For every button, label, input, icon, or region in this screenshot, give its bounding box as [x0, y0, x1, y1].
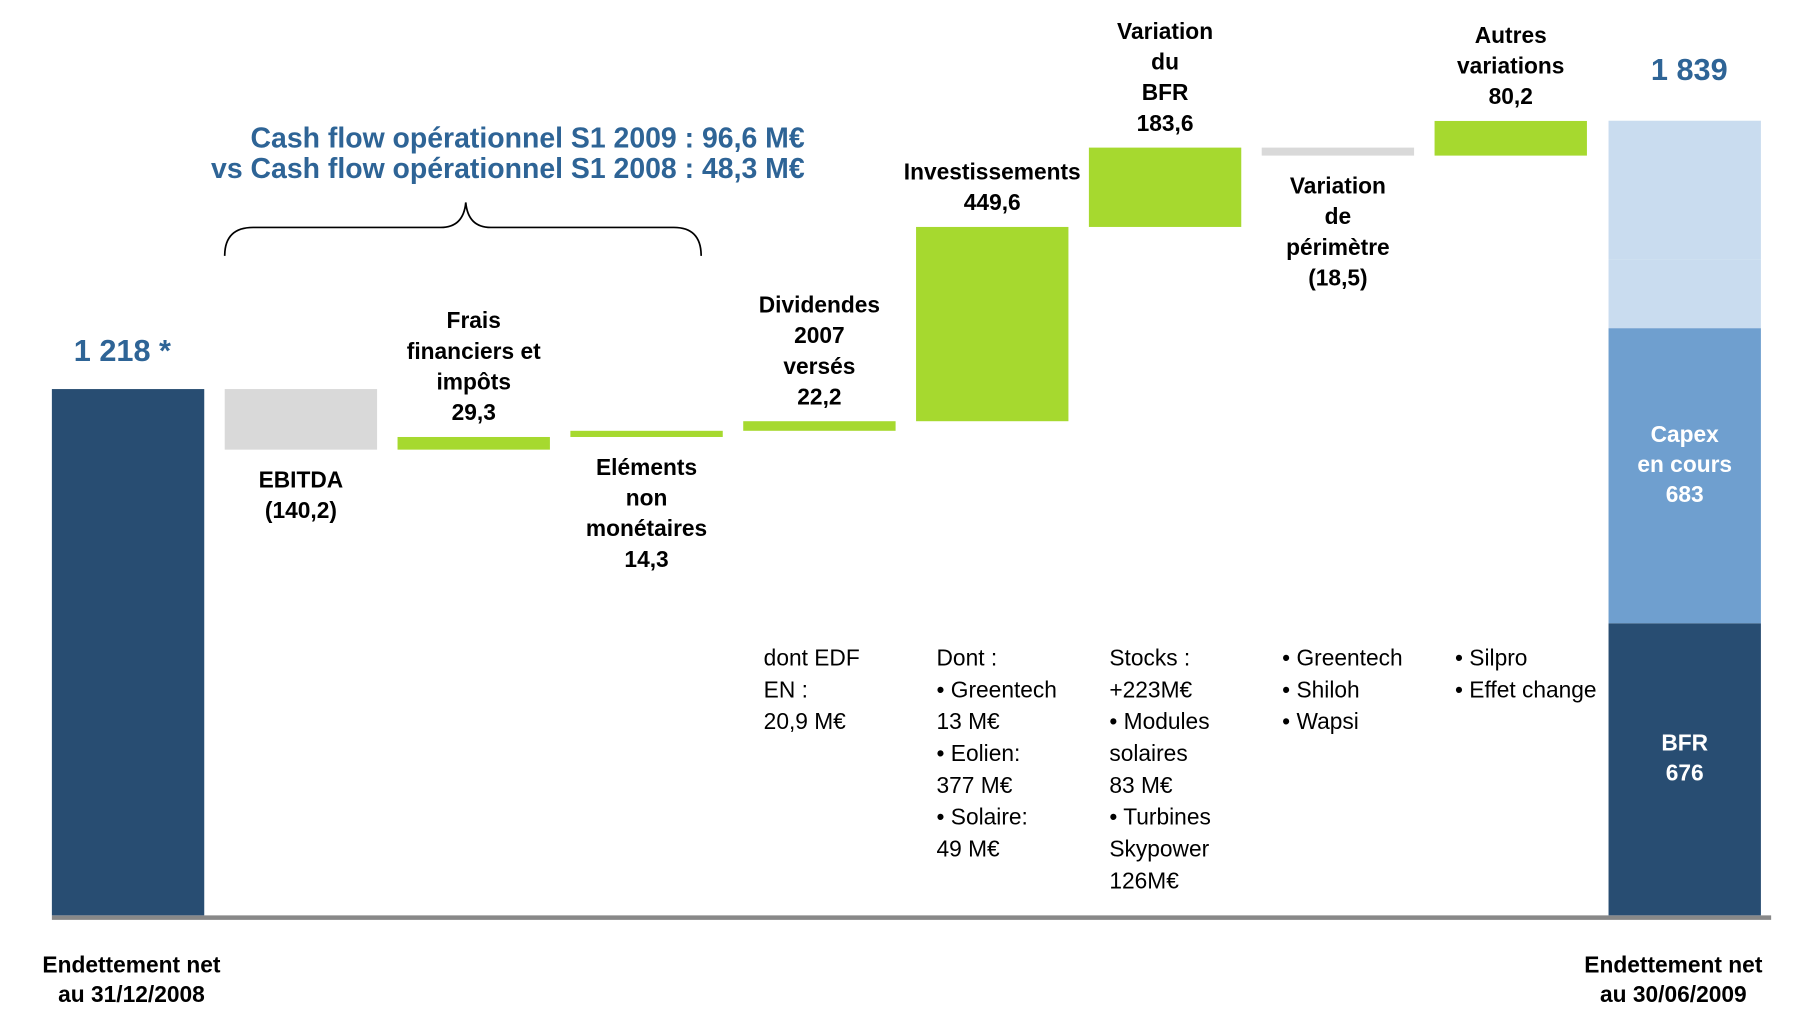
step-bar: [1088, 147, 1242, 227]
note: 83 M€: [1109, 772, 1173, 798]
category-label: Eléments: [596, 454, 697, 480]
segment-label: en cours: [1637, 451, 1732, 477]
note: solaires: [1109, 740, 1187, 766]
note: • Eolien:: [937, 740, 1021, 766]
category-label: du: [1151, 48, 1179, 74]
note: • Wapsi: [1282, 708, 1359, 734]
category-label: monétaires: [586, 515, 707, 541]
category-label: EBITDA: [259, 466, 344, 492]
note: 13 M€: [937, 708, 1001, 734]
note: • Modules: [1109, 708, 1209, 734]
note: • Greentech: [1282, 645, 1402, 671]
start-bar: [51, 389, 205, 916]
note: 377 M€: [937, 772, 1013, 798]
category-label: Variation: [1290, 172, 1386, 198]
start-value-label: 1 218 *: [74, 333, 171, 368]
segment-label: 676: [1666, 759, 1704, 785]
note: 126M€: [1109, 867, 1179, 893]
value-label: 14,3: [624, 546, 668, 572]
step-bar: [224, 389, 378, 450]
annotation: Cash flow opérationnel S1 2009 : 96,6 M€: [251, 122, 805, 154]
step-bar: [1434, 120, 1587, 156]
category-label: Dividendes: [759, 291, 880, 317]
step-bar: [916, 226, 1069, 422]
note: • Shiloh: [1282, 676, 1359, 702]
category-label: variations: [1457, 53, 1564, 79]
category-label: Investissements: [904, 159, 1081, 185]
category-label: de: [1325, 203, 1352, 229]
note: 49 M€: [937, 836, 1001, 862]
step-bar: [397, 436, 550, 450]
bracket: [223, 202, 703, 256]
segment-label: BFR: [1661, 729, 1708, 755]
step-bar: [743, 421, 896, 431]
note: • Effet change: [1455, 676, 1597, 702]
end-segment: [1608, 328, 1761, 624]
note: dont EDF: [764, 645, 860, 671]
category-label: Variation: [1117, 18, 1213, 44]
value-label: (18,5): [1308, 265, 1367, 291]
step-bar: [570, 430, 723, 437]
category-label: non: [626, 485, 668, 511]
note: • Turbines: [1109, 804, 1210, 830]
end-segment: [1608, 623, 1761, 916]
note: 20,9 M€: [764, 708, 847, 734]
value-label: 183,6: [1137, 110, 1194, 136]
note: +223M€: [1109, 676, 1192, 702]
category-label: financiers et: [407, 338, 541, 364]
end-value-label: 1 839: [1651, 52, 1728, 87]
category-label: 2007: [794, 322, 845, 348]
category-label: Autres: [1475, 22, 1547, 48]
value-label: 29,3: [452, 399, 496, 425]
x-axis-label: au 31/12/2008: [58, 981, 205, 1007]
x-axis-label: Endettement net: [42, 952, 221, 978]
segment-label: 683: [1666, 481, 1704, 507]
note: • Silpro: [1455, 645, 1527, 671]
category-label: BFR: [1142, 79, 1189, 105]
end-segment: [1608, 259, 1761, 329]
value-label: (140,2): [265, 497, 337, 523]
note: Dont :: [937, 645, 998, 671]
value-label: 22,2: [797, 383, 841, 409]
step-bar: [1261, 147, 1415, 156]
note: • Solaire:: [937, 804, 1028, 830]
annotation: vs Cash flow opérationnel S1 2008 : 48,3…: [211, 153, 805, 185]
note: Stocks :: [1109, 645, 1190, 671]
note: EN :: [764, 676, 808, 702]
end-segment: [1608, 120, 1761, 260]
category-label: impôts: [436, 369, 511, 395]
value-label: 449,6: [964, 189, 1021, 215]
x-axis-label: au 30/06/2009: [1600, 981, 1747, 1007]
category-label: versés: [783, 353, 855, 379]
note: Skypower: [1109, 836, 1209, 862]
category-label: Frais: [447, 307, 501, 333]
x-axis-label: Endettement net: [1584, 952, 1763, 978]
category-label: périmètre: [1286, 234, 1390, 260]
value-label: 80,2: [1489, 83, 1533, 109]
segment-label: Capex: [1651, 421, 1720, 447]
note: • Greentech: [937, 676, 1057, 702]
